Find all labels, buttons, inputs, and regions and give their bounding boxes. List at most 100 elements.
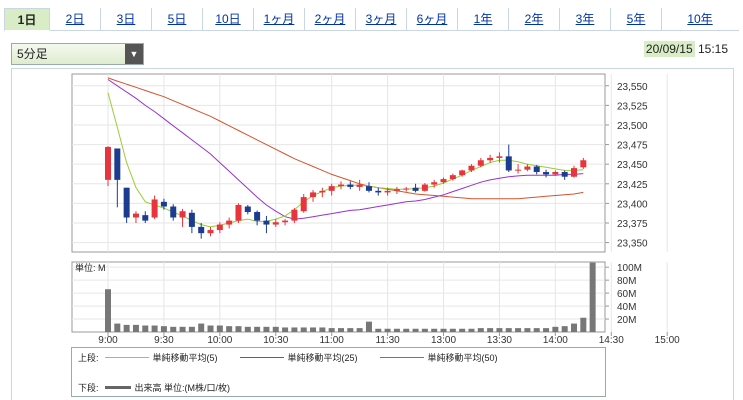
- volume-bar: [114, 323, 121, 332]
- volume-bar: [319, 327, 326, 332]
- tab-1[interactable]: 1日: [4, 8, 50, 31]
- volume-bar: [477, 328, 484, 332]
- candle: [310, 192, 317, 198]
- tab-10[interactable]: 1年: [458, 8, 509, 30]
- tab-7[interactable]: 2ヶ月: [305, 8, 356, 30]
- volume-bar: [179, 326, 186, 332]
- volume-bar: [524, 328, 531, 332]
- price-tick-label: 23,500: [617, 121, 648, 132]
- candle: [142, 215, 149, 221]
- time-tick-label: 11:00: [320, 335, 345, 346]
- legend: 上段: 単純移動平均(5) 単純移動平均(25) 単純移動平均(50) 下段: …: [71, 347, 606, 397]
- volume-bar: [561, 326, 568, 332]
- tab-11[interactable]: 2年: [509, 8, 560, 30]
- volume-bar: [282, 327, 289, 332]
- tab-14[interactable]: 10年: [687, 12, 713, 26]
- tab-6[interactable]: 1ヶ月: [254, 8, 305, 30]
- volume-bar: [580, 317, 587, 332]
- chevron-down-icon[interactable]: ▼: [125, 44, 143, 64]
- interval-select[interactable]: 5分足 ▼: [11, 43, 144, 65]
- volume-bar: [310, 327, 317, 332]
- candle: [291, 209, 298, 221]
- candle: [235, 204, 242, 221]
- time-tick-label: 10:00: [207, 335, 232, 346]
- volume-bar: [356, 328, 363, 332]
- price-tick-label: 23,375: [617, 219, 648, 230]
- volume-bar: [365, 321, 372, 332]
- tab-5[interactable]: 10日: [203, 8, 254, 30]
- tab-9[interactable]: 6ヶ月: [407, 8, 458, 30]
- volume-bar: [375, 328, 382, 332]
- volume-bar: [338, 328, 344, 332]
- candle: [105, 146, 111, 180]
- candle: [477, 160, 484, 166]
- tab-3[interactable]: 3日: [101, 8, 152, 30]
- candle: [188, 212, 195, 227]
- volume-bar: [254, 326, 261, 332]
- candle: [449, 175, 456, 180]
- legend-volume-swatch: [104, 386, 131, 389]
- tab-12[interactable]: 3年: [560, 8, 611, 30]
- volume-bar: [487, 328, 494, 332]
- candle: [198, 226, 205, 234]
- candle: [365, 186, 372, 191]
- price-tick-label: 23,550: [617, 82, 648, 93]
- time-tick-label: 14:30: [599, 335, 624, 346]
- candle: [580, 160, 587, 168]
- timestamp: 20/09/15 15:15: [643, 41, 728, 57]
- price-tick-label: 23,450: [617, 160, 648, 171]
- candle: [272, 222, 279, 225]
- volume-bar: [449, 328, 456, 332]
- tab-13[interactable]: 5年: [611, 8, 662, 30]
- candle: [561, 172, 568, 177]
- timestamp-date: 20/09/15: [643, 41, 695, 57]
- candle: [403, 188, 410, 190]
- candle: [347, 184, 354, 187]
- candle: [552, 172, 559, 175]
- volume-bar: [151, 325, 158, 332]
- volume-bar: [384, 328, 391, 332]
- candle: [468, 165, 475, 171]
- candle: [226, 220, 233, 225]
- volume-bar: [515, 328, 522, 332]
- candle: [393, 189, 400, 191]
- candle: [207, 230, 214, 234]
- tab-8[interactable]: 3ヶ月: [356, 8, 407, 30]
- legend-volume-label: 出来高 単位:(M株/口/枚): [134, 383, 231, 393]
- candle: [496, 156, 503, 158]
- volume-bar: [543, 328, 550, 332]
- volume-bar: [160, 326, 167, 332]
- price-panel: [71, 73, 606, 253]
- time-tick-label: 14:00: [543, 335, 568, 346]
- volume-bar: [105, 289, 111, 332]
- legend-upper-label: 上段:: [78, 353, 99, 363]
- ma25-line: [107, 79, 584, 220]
- legend-lower-label: 下段:: [78, 383, 99, 393]
- volume-bar: [393, 328, 400, 332]
- candle: [328, 186, 335, 191]
- volume-tick-label: 80M: [617, 276, 636, 287]
- period-tabs: 1日 2日 3日 5日 10日 1ヶ月 2ヶ月 3ヶ月 6ヶ月 1年 2年 3年 5年 10年: [4, 6, 739, 31]
- candle: [440, 179, 447, 183]
- volume-bar: [412, 328, 419, 332]
- time-tick-label: 13:00: [431, 335, 456, 346]
- price-tick-label: 23,525: [617, 101, 648, 112]
- candle: [571, 168, 577, 177]
- time-tick-label: 9:30: [154, 335, 174, 346]
- time-tick-label: 9:00: [98, 335, 118, 346]
- candle: [263, 220, 270, 225]
- candle: [300, 197, 307, 212]
- volume-bar: [123, 324, 130, 332]
- candle: [132, 213, 139, 218]
- candle: [487, 157, 494, 161]
- tab-4[interactable]: 5日: [152, 8, 203, 30]
- tab-2[interactable]: 2日: [50, 8, 101, 30]
- legend-ma50-swatch: [379, 357, 424, 358]
- legend-ma50-label: 単純移動平均(50): [427, 353, 498, 363]
- candle: [254, 212, 261, 221]
- timestamp-time: 15:15: [697, 42, 728, 56]
- candle: [421, 184, 428, 191]
- volume-bar: [170, 326, 177, 332]
- volume-bar: [188, 326, 195, 332]
